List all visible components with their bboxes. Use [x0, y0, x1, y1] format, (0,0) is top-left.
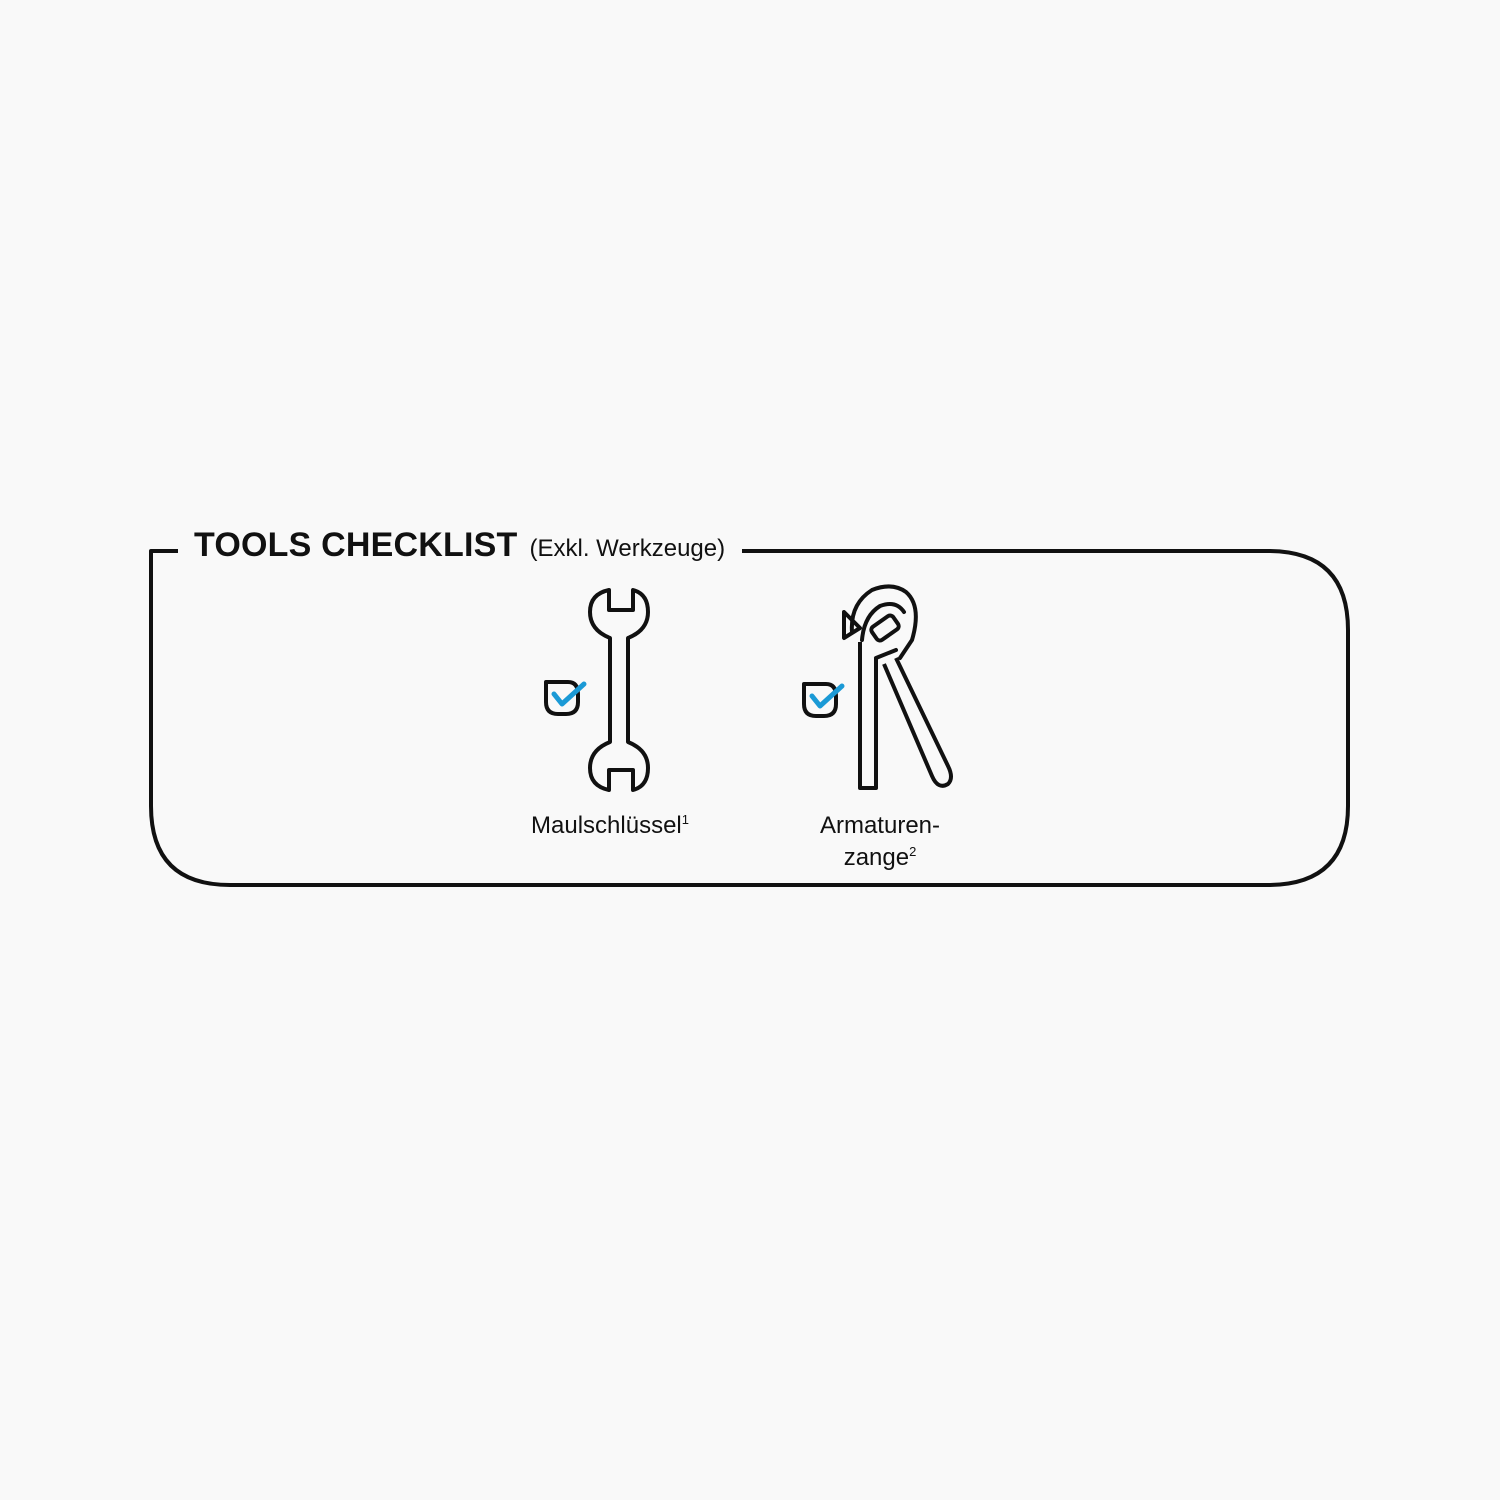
check-badge-icon — [544, 680, 587, 716]
checklist-title: TOOLS CHECKLIST — [194, 526, 518, 564]
footnote-marker: 1 — [681, 812, 689, 827]
tool-label-pliers: Armaturen- zange2 — [819, 812, 941, 871]
checklist-header: TOOLS CHECKLIST (Exkl. Werkzeuge) — [180, 526, 740, 572]
tool-item-wrench: Maulschlüssel1 — [510, 580, 710, 842]
tool-item-pliers: Armaturen- zange2 — [780, 580, 980, 874]
footnote-marker: 2 — [909, 844, 917, 859]
water-pump-pliers-icon — [802, 584, 953, 790]
tool-label-wrench: Maulschlüssel1 — [531, 812, 689, 839]
open-end-wrench-icon — [544, 588, 650, 792]
checklist-subtitle: (Exkl. Werkzeuge) — [529, 535, 726, 562]
check-badge-icon — [802, 682, 845, 718]
